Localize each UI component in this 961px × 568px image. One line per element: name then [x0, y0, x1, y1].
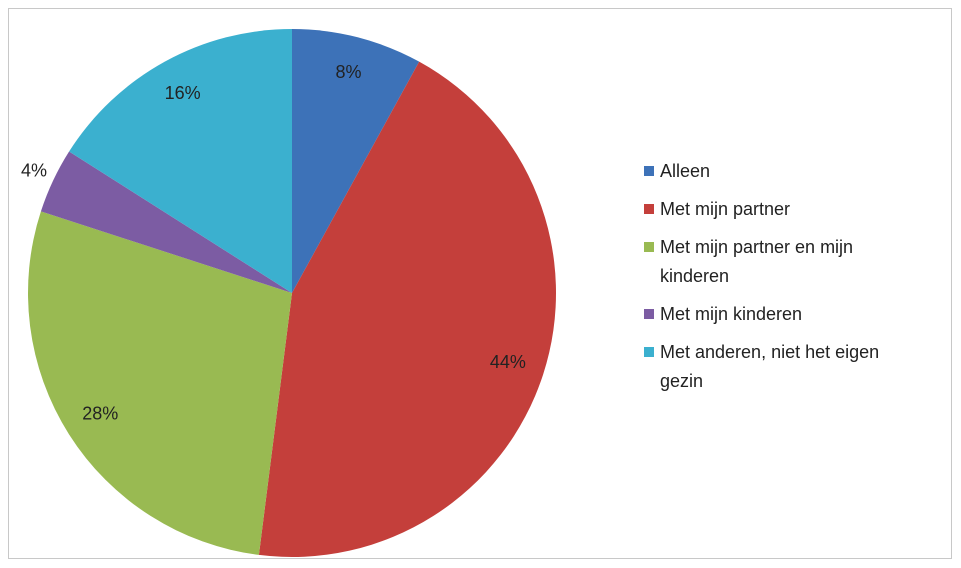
legend: Alleen Met mijn partner Met mijn partner e… [644, 157, 914, 396]
pie-slice [27, 211, 292, 555]
legend-swatch [644, 204, 654, 214]
legend-item: Alleen [644, 157, 914, 186]
pie-slice [292, 29, 420, 293]
pie-slice [40, 151, 292, 293]
legend-item: Met mijn partner en mijn kinderen [644, 233, 914, 291]
legend-item: Met mijn kinderen [644, 300, 914, 329]
chart-frame [8, 8, 952, 559]
data-label: 44% [490, 352, 526, 372]
legend-swatch [644, 309, 654, 319]
pie-slice [69, 29, 292, 293]
legend-swatch [644, 166, 654, 176]
legend-label: Met mijn kinderen [660, 304, 803, 324]
data-label: 8% [335, 62, 361, 82]
legend-label: Met mijn partner en mijn kinderen [660, 237, 854, 286]
data-label: 28% [82, 403, 118, 423]
legend-swatch [644, 347, 654, 357]
pie-slice [258, 61, 557, 558]
legend-item: Met anderen, niet het eigen gezin [644, 338, 914, 396]
data-label: 16% [165, 83, 201, 103]
legend-item: Met mijn partner [644, 195, 914, 224]
legend-swatch [644, 242, 654, 252]
legend-label: Alleen [660, 161, 711, 181]
data-label: 4% [21, 160, 47, 180]
legend-label: Met anderen, niet het eigen gezin [660, 342, 880, 391]
legend-label: Met mijn partner [660, 199, 791, 219]
